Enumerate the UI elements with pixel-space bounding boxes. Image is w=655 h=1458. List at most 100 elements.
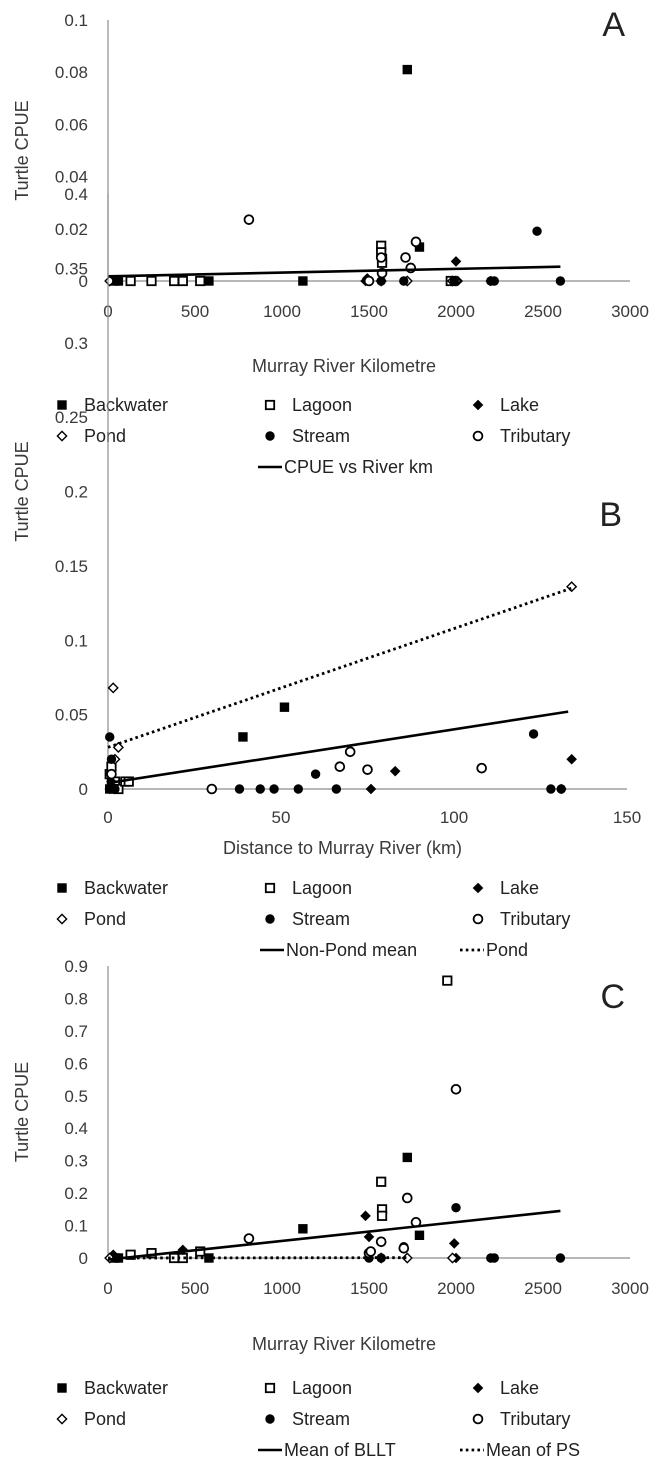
legend-marker-pond [56,913,68,925]
y-tick-label: 0.06 [55,115,88,134]
x-tick-label: 3000 [611,1279,649,1298]
data-point-lagoon [125,275,136,287]
legend: Backwater Lagoon Lake Pond Stream Tributary Me… [56,1378,580,1458]
data-point-backwater [414,1230,425,1240]
data-point-lagoon [169,275,180,287]
data-point-lake [450,256,462,267]
data-point-backwater [402,1152,412,1163]
data-point-lagoon [125,1249,136,1260]
legend-label: Lake [500,878,539,898]
data-point-tributary [106,768,117,780]
data-point-backwater [298,1224,308,1234]
data-point-stream [234,784,245,794]
data-point-lake [363,1231,375,1243]
legend-marker-pond [56,1413,68,1425]
data-point-lake [177,1244,189,1256]
legend-label: Backwater [84,1378,168,1398]
y-tick-label: 0.15 [55,557,88,576]
data-point-tributary [362,764,373,775]
legend-marker-backwater [57,883,67,893]
data-point-lake [448,1238,460,1249]
data-point-lake [389,765,401,777]
data-point-tributary [375,1236,387,1248]
x-tick-label: 500 [181,302,209,321]
data-point-stream [449,276,459,286]
data-point-lagoon [195,1246,206,1257]
legend-label: Tributary [500,1409,570,1429]
x-tick-label: 1500 [350,302,388,321]
legend-marker-lagoon [264,882,276,894]
y-tick-label: 0.5 [64,1087,88,1106]
legend-label: Pond [84,426,126,446]
x-tick-label: 2000 [437,302,475,321]
data-point-tributary [344,746,356,758]
data-point-lagoon [146,1248,157,1259]
legend-label: CPUE vs River km [284,457,433,477]
data-point-stream [399,276,409,286]
y-tick-label: 0.25 [55,408,88,427]
data-point-tributary [400,252,411,263]
data-point-backwater [402,64,412,75]
x-tick-label: 1000 [263,1279,301,1298]
y-tick-label: 0 [79,780,88,799]
legend-label: Stream [292,1409,350,1429]
legend-marker-stream [265,1414,275,1424]
data-point-tributary [410,236,422,248]
y-tick-label: 0.3 [64,334,88,353]
data-point-stream [331,784,342,794]
data-point-stream [489,276,499,286]
x-tick-label: 2500 [524,1279,562,1298]
legend-label: Mean of BLLT [284,1440,396,1458]
legend-label: Pond [84,909,126,929]
data-point-stream [556,784,566,794]
data-point-backwater [238,732,248,742]
x-axis-label: Murray River Kilometre [252,356,436,376]
data-point-stream [269,784,279,794]
x-tick-label: 0 [103,1279,112,1298]
y-tick-label: 0.04 [55,168,88,187]
y-tick-label: 0.6 [64,1054,88,1073]
legend-label: Backwater [84,395,168,415]
legend-marker-lake [472,1382,484,1394]
data-point-lagoon [177,275,188,287]
y-tick-label: 0 [79,272,88,291]
data-point-stream [293,784,303,794]
y-tick-label: 0.05 [55,706,88,725]
x-tick-label: 3000 [611,302,649,321]
trend-line [107,710,569,785]
data-point-stream [255,784,265,794]
legend-label: Lagoon [292,1378,352,1398]
legend: Backwater Lagoon Lake Pond Stream Tributary CP… [56,395,570,477]
legend-marker-lagoon [264,399,276,411]
data-point-stream [532,226,542,236]
x-tick-label: 500 [181,1279,209,1298]
trend-line [107,586,573,749]
legend-marker-lake [472,399,484,411]
legend: Backwater Lagoon Lake Pond Stream Tributary No… [56,878,570,960]
data-point-backwater [279,702,290,712]
panel-label: B [599,496,622,534]
legend-label: Stream [292,426,350,446]
data-point-pond [446,1252,459,1264]
data-point-tributary [363,275,375,287]
data-point-stream [451,1203,461,1213]
data-point-lake [566,753,577,765]
chart-panel-b: 0 0.05 0.1 0.15 0.2 0.25 0.3 0.35 0.4 0 50 100 150 Di… [12,185,641,960]
data-point-tributary [375,252,387,263]
legend-marker-tributary [472,430,484,442]
data-point-tributary [476,762,487,774]
legend-label: Pond [486,940,528,960]
data-point-lagoon [146,275,157,287]
data-point-tributary [450,1083,462,1095]
y-tick-label: 0.8 [64,989,88,1008]
data-point-stream [105,732,115,742]
y-axis-label: Turtle CPUE [12,441,32,541]
data-point-stream [110,784,120,794]
x-axis-label: Murray River Kilometre [252,1334,436,1354]
legend-label: Non-Pond mean [286,940,417,960]
y-tick-label: 0.08 [55,63,88,82]
legend-label: Lake [500,395,539,415]
data-point-pond [107,682,119,694]
x-tick-label: 0 [103,808,112,827]
y-tick-label: 0.2 [64,1184,88,1203]
